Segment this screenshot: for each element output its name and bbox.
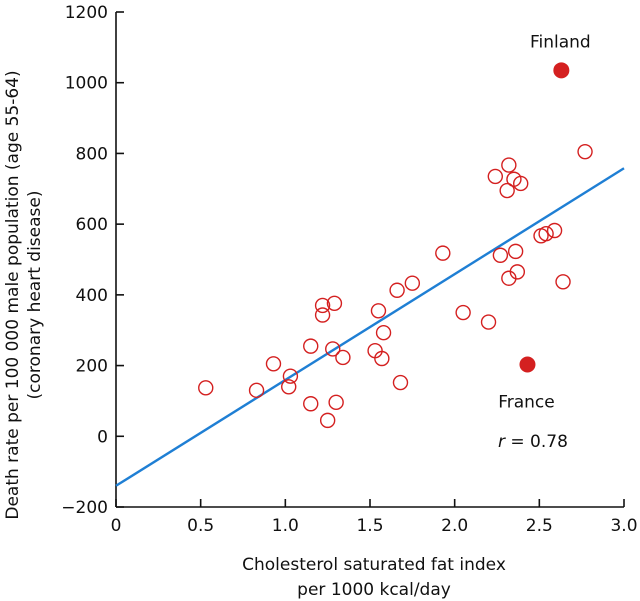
data-point — [314, 307, 331, 323]
regression-line — [115, 167, 625, 487]
y-tick-label: 600 — [76, 215, 108, 235]
data-point — [374, 350, 390, 367]
highlight-point-france — [519, 356, 536, 373]
data-point — [546, 222, 563, 239]
y-axis-title-line-2: (coronary heart disease) — [25, 191, 45, 400]
y-tick-label: 0 — [97, 427, 108, 447]
data-point — [577, 143, 593, 160]
y-tick-label: 200 — [76, 357, 108, 377]
data-point — [392, 374, 409, 391]
x-tick-label: 2.5 — [526, 516, 553, 536]
x-axis-title-line-2: per 1000 kcal/day — [297, 580, 451, 600]
label-france: France — [498, 393, 555, 413]
data-point — [370, 303, 387, 319]
data-point — [435, 245, 451, 261]
y-tick-label: 1200 — [65, 3, 108, 23]
data-points — [198, 143, 593, 429]
regression-line-group — [115, 167, 625, 487]
data-point — [248, 382, 265, 399]
data-point — [303, 338, 319, 354]
data-point — [538, 225, 554, 242]
x-tick-label: 0 — [111, 516, 122, 536]
label-finland: Finland — [530, 32, 591, 52]
data-point — [282, 368, 299, 384]
data-point — [404, 275, 421, 291]
correlation-annotation: r = 0.78 — [498, 432, 568, 452]
data-point — [487, 168, 504, 185]
data-point — [480, 314, 497, 330]
data-point — [513, 175, 529, 192]
data-point — [326, 295, 343, 312]
data-point — [335, 349, 351, 366]
y-tick-label: 400 — [76, 286, 108, 306]
y-axis-title-line-1: Death rate per 100 000 male population (… — [3, 70, 23, 519]
data-point — [455, 304, 471, 321]
y-tick-label: 1000 — [65, 74, 108, 94]
data-point — [501, 157, 517, 173]
annotations: Finland France r = 0.78 — [498, 32, 591, 452]
x-tick-label: 2.0 — [441, 516, 468, 536]
data-point — [375, 324, 392, 341]
data-point — [492, 247, 509, 263]
x-tick-label: 1.5 — [356, 516, 383, 536]
x-tick-label: 0.5 — [187, 516, 214, 536]
data-point — [281, 379, 297, 395]
data-point — [303, 396, 319, 412]
data-point — [314, 297, 331, 314]
x-tick-label: 3.0 — [610, 516, 637, 536]
data-point — [507, 243, 524, 260]
data-point — [198, 380, 214, 396]
correlation-symbol: r — [498, 432, 506, 452]
x-tick-label: 1.0 — [272, 516, 299, 536]
data-point — [389, 282, 405, 298]
y-tick-label: −200 — [61, 498, 108, 518]
data-point — [555, 274, 571, 290]
x-axis-title-line-1: Cholesterol saturated fat index — [242, 555, 506, 575]
data-point — [319, 412, 336, 429]
data-point — [325, 341, 341, 357]
data-point — [499, 182, 515, 199]
data-point — [265, 356, 282, 372]
y-tick-label: 800 — [76, 144, 108, 164]
highlight-point-finland — [553, 62, 570, 79]
data-point — [509, 264, 526, 280]
highlighted-points — [519, 62, 570, 373]
data-point — [328, 394, 344, 411]
correlation-value: = 0.78 — [505, 432, 568, 452]
